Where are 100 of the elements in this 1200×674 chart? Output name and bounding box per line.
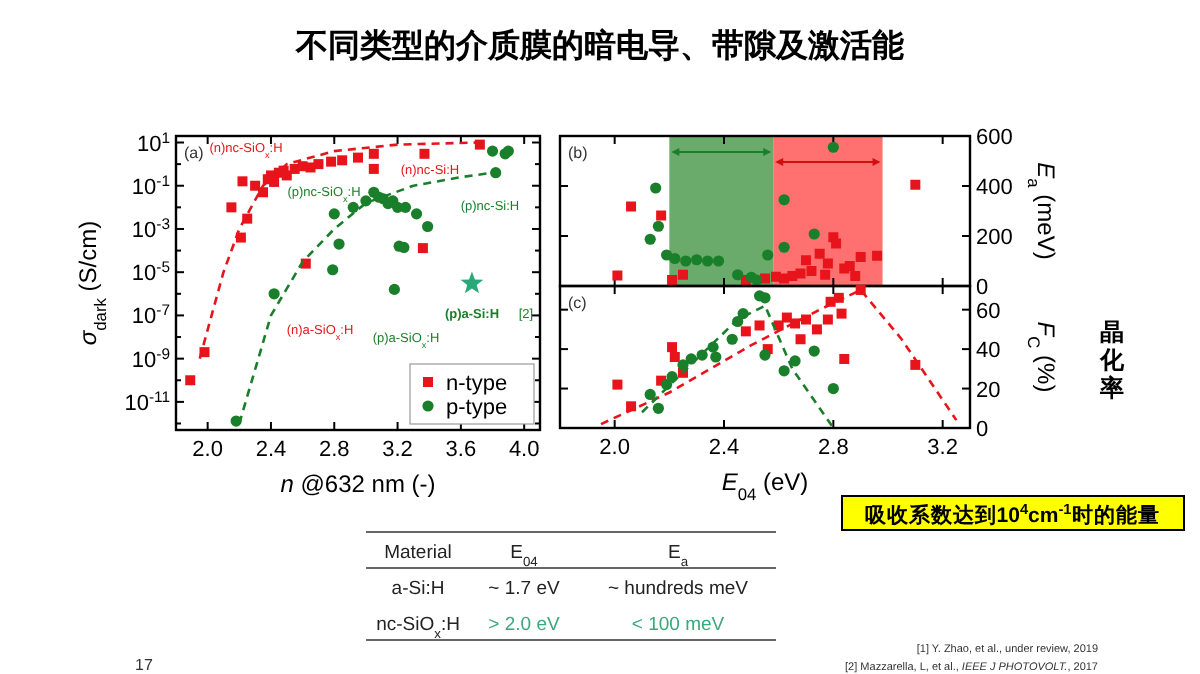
- point: [778, 194, 790, 206]
- point: [652, 402, 664, 414]
- y-tick-label: 10$^{-3}$: [131, 213, 170, 243]
- y2-tick-label: 40: [976, 339, 1001, 364]
- point: [808, 228, 820, 240]
- x-tick-label: 2.0: [599, 436, 630, 460]
- point: [680, 255, 692, 267]
- point: [644, 233, 656, 245]
- point: [778, 365, 790, 377]
- point: [669, 352, 680, 362]
- y-tick-label: 10$^{-1}$: [131, 170, 170, 200]
- point: [417, 243, 428, 254]
- point: [398, 241, 410, 254]
- annotation: (b): [568, 144, 589, 162]
- point: [872, 250, 883, 261]
- x-tick-label: 2.8: [818, 436, 849, 460]
- point: [910, 179, 921, 190]
- text: Material: [384, 542, 452, 564]
- point: [281, 170, 292, 181]
- point: [667, 342, 678, 353]
- text: < 100 meV: [631, 614, 726, 636]
- text: 吸收系数达到10$^{4}$cm$^{-1}$时的能量: [864, 499, 1160, 528]
- point: [652, 220, 664, 232]
- point: [732, 269, 744, 281]
- point: [250, 180, 261, 191]
- point: [313, 159, 324, 170]
- y2-tick-label: 0: [976, 276, 989, 300]
- point: [353, 152, 363, 163]
- point: [237, 176, 248, 187]
- point: [808, 345, 820, 357]
- point: [368, 148, 379, 159]
- point: [844, 261, 855, 271]
- point: [726, 333, 738, 345]
- point: [827, 382, 839, 395]
- point: [691, 254, 703, 266]
- point: [612, 379, 623, 390]
- point: [740, 326, 751, 337]
- point: [388, 283, 400, 295]
- point: [328, 208, 340, 220]
- point: [185, 375, 196, 386]
- y-tick-label: 10$^{1}$: [136, 127, 170, 157]
- point: [789, 355, 801, 367]
- point: [626, 201, 637, 212]
- text: nc-SiO$_{x}$:H: [376, 614, 461, 641]
- y2-tick-label: 400: [976, 176, 1013, 200]
- y2-tick-label: 600: [976, 126, 1013, 150]
- point: [669, 252, 681, 265]
- point: [778, 241, 790, 253]
- x-tick-label: 2.4: [708, 436, 740, 460]
- point: [710, 351, 722, 363]
- point: [712, 255, 725, 267]
- x-axis-title: n @632 nm (-): [280, 470, 436, 498]
- legend-label: n-type: [446, 372, 508, 396]
- text: 不同类型的介质膜的暗电导、带隙及激活能: [294, 28, 904, 64]
- point: [644, 388, 656, 401]
- legend-label: p-type: [446, 396, 508, 420]
- text: 晶化率: [1098, 318, 1126, 402]
- point: [490, 167, 502, 179]
- y2-tick-label: 200: [976, 226, 1013, 250]
- x-tick-label: 2.8: [318, 438, 350, 462]
- text: 17: [135, 656, 154, 674]
- point: [820, 269, 831, 280]
- point: [347, 201, 359, 213]
- point: [855, 252, 866, 262]
- x-tick-label: 2.0: [192, 438, 223, 462]
- point: [806, 266, 817, 276]
- x-axis-title: E$_{04}$ (eV): [721, 468, 809, 504]
- y2-tick-label: 60: [976, 299, 1001, 324]
- x-tick-label: 3.6: [445, 438, 477, 462]
- point: [831, 238, 842, 249]
- point: [795, 334, 806, 345]
- point: [801, 255, 811, 266]
- point: [333, 238, 345, 250]
- point: [422, 220, 434, 233]
- point: [226, 202, 237, 213]
- point: [656, 210, 667, 221]
- point: [850, 271, 861, 281]
- text: > 2.0 eV: [488, 614, 561, 636]
- point: [650, 182, 662, 194]
- point: [811, 324, 822, 335]
- point: [702, 255, 714, 267]
- point: [762, 249, 774, 261]
- point: [754, 320, 765, 331]
- x-tick-label: 2.4: [255, 438, 287, 462]
- point: [822, 258, 833, 269]
- x-tick-label: 3.2: [382, 438, 413, 462]
- point: [474, 139, 485, 150]
- y-tick-label: 10$^{-5}$: [131, 257, 170, 287]
- point: [814, 248, 825, 259]
- point: [795, 268, 806, 279]
- y2-tick-label: 0: [976, 418, 989, 442]
- annotation: (a): [184, 144, 205, 162]
- y-tick-label: 10$^{-11}$: [124, 386, 170, 416]
- point: [822, 314, 833, 325]
- point: [368, 163, 379, 174]
- point: [759, 349, 771, 361]
- text: E$_{04}$: [510, 542, 539, 569]
- point: [781, 312, 792, 323]
- text: E$_{a}$: [667, 542, 689, 569]
- point: [258, 187, 269, 198]
